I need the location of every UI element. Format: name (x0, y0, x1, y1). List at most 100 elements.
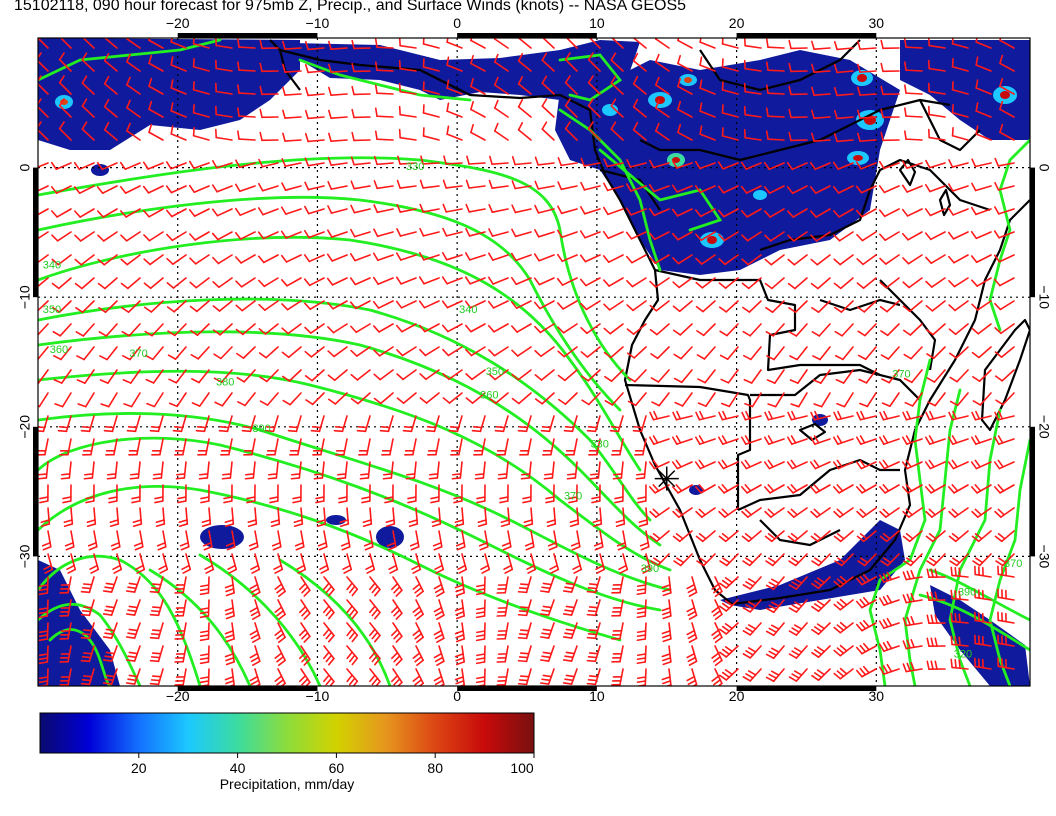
wind-barb (212, 254, 233, 265)
wind-barb (999, 77, 1015, 95)
wind-barb (721, 104, 739, 118)
contour-label: 370 (129, 348, 147, 360)
wind-barb (811, 576, 831, 589)
wind-barb (304, 86, 325, 97)
wind-barb (73, 161, 95, 171)
wind-barb (451, 461, 463, 480)
wind-barb (764, 231, 785, 242)
wind-barb (99, 346, 118, 361)
wind-barb (86, 507, 97, 528)
wind-barb (994, 410, 1015, 421)
wind-barb (880, 323, 900, 337)
wind-barb (50, 185, 72, 194)
wind-barb (385, 507, 396, 528)
wind-barb (833, 63, 854, 74)
wind-barb (129, 461, 141, 480)
wind-barb (765, 300, 785, 313)
wind-barb (133, 530, 144, 551)
wind-barb (677, 100, 693, 118)
wind-barb (611, 576, 624, 594)
wind-barb (336, 461, 348, 480)
wind-barb (373, 180, 394, 190)
wind-barb (395, 323, 417, 333)
wind-barb (810, 507, 831, 518)
wind-barb (809, 435, 831, 445)
wind-barb (38, 622, 49, 642)
wind-barb (499, 484, 509, 504)
wind-barb (948, 507, 969, 518)
wind-barb (51, 254, 72, 266)
wind-barb (522, 484, 532, 504)
wind-barb (765, 107, 785, 118)
wind-barb (488, 179, 509, 189)
wind-barb (948, 183, 969, 192)
wind-barb (694, 185, 716, 194)
wind-barb (878, 663, 900, 675)
lat-tick-label-right: −30 (1036, 545, 1052, 569)
wind-barb (788, 108, 808, 119)
wind-barb (218, 415, 233, 433)
contour-line (598, 148, 723, 232)
colorbar-tick-label: 20 (131, 760, 147, 776)
wind-barb (580, 346, 601, 358)
wind-barb (855, 642, 877, 655)
wind-barb (350, 180, 371, 190)
wind-barb (855, 185, 877, 194)
wind-barb (151, 438, 164, 456)
wind-barb (304, 40, 325, 51)
wind-barb (142, 185, 164, 194)
country-border (759, 519, 841, 547)
wind-barb (672, 323, 693, 336)
wind-barb (972, 553, 992, 567)
wind-barb (235, 323, 256, 336)
wind-barb (369, 576, 381, 597)
lat-lon-grid (38, 38, 1030, 686)
wind-barb (904, 84, 923, 95)
wind-barb (488, 392, 509, 405)
wind-barb (195, 415, 210, 433)
wind-barb (859, 392, 877, 408)
wind-barb (369, 645, 381, 666)
wind-barb (38, 185, 49, 192)
wind-barb (587, 98, 601, 118)
wind-barb (787, 208, 808, 218)
wind-barb (38, 254, 49, 264)
page-title: 15102118, 090 hour forecast for 975mb Z,… (14, 0, 687, 14)
wind-barb (470, 54, 486, 72)
wind-barb (517, 98, 532, 118)
wind-barb (350, 323, 371, 334)
precip-region-south-east-corner (930, 585, 1030, 686)
wind-barb (974, 657, 992, 670)
wind-barb (632, 415, 647, 433)
wind-barb (721, 127, 739, 141)
wind-barb (971, 410, 992, 421)
wind-barb (903, 346, 923, 360)
wind-barb (950, 658, 969, 670)
wind-barb (925, 300, 946, 312)
wind-barb (126, 99, 141, 118)
wind-barb (83, 461, 95, 480)
colorbar-tick-label: 80 (427, 760, 443, 776)
wind-barb (428, 461, 440, 480)
country-border (750, 368, 921, 401)
wind-barb (648, 435, 670, 445)
wind-barb (422, 104, 440, 118)
wind-barb (299, 622, 311, 643)
wind-barb (878, 571, 900, 583)
wind-barb (271, 530, 282, 551)
wind-barb (564, 75, 578, 95)
wind-barb (189, 231, 210, 241)
wind-barb (304, 323, 325, 334)
wind-barb (102, 668, 118, 685)
wind-barb (299, 599, 311, 620)
wind-barb (247, 507, 258, 528)
wind-barb (274, 645, 286, 667)
wind-barb (833, 40, 854, 51)
wind-barb (149, 415, 164, 433)
wind-barb (125, 576, 141, 593)
wind-barb (166, 300, 187, 313)
wind-barb (971, 323, 992, 335)
wind-barb (103, 121, 118, 141)
wind-barb (349, 252, 371, 262)
wind-barb (259, 392, 279, 406)
